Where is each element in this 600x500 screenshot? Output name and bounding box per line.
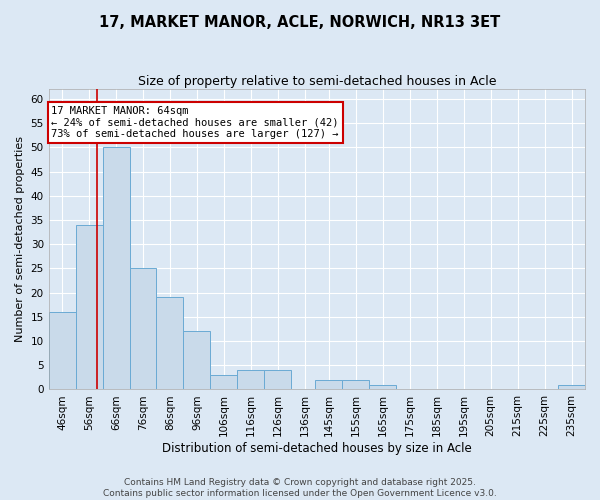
Bar: [370, 384, 397, 390]
Bar: [343, 380, 370, 390]
Bar: [238, 370, 264, 390]
Text: 17 MARKET MANOR: 64sqm
← 24% of semi-detached houses are smaller (42)
73% of sem: 17 MARKET MANOR: 64sqm ← 24% of semi-det…: [52, 106, 339, 140]
Bar: [103, 148, 130, 390]
Bar: [211, 375, 238, 390]
Bar: [558, 384, 585, 390]
Bar: [157, 298, 184, 390]
Text: Contains HM Land Registry data © Crown copyright and database right 2025.
Contai: Contains HM Land Registry data © Crown c…: [103, 478, 497, 498]
Bar: [264, 370, 291, 390]
Bar: [130, 268, 157, 390]
Y-axis label: Number of semi-detached properties: Number of semi-detached properties: [15, 136, 25, 342]
Bar: [184, 332, 211, 390]
Text: 17, MARKET MANOR, ACLE, NORWICH, NR13 3ET: 17, MARKET MANOR, ACLE, NORWICH, NR13 3E…: [100, 15, 500, 30]
Bar: [316, 380, 343, 390]
Title: Size of property relative to semi-detached houses in Acle: Size of property relative to semi-detach…: [137, 75, 496, 88]
Bar: [76, 225, 103, 390]
X-axis label: Distribution of semi-detached houses by size in Acle: Distribution of semi-detached houses by …: [162, 442, 472, 455]
Bar: [49, 312, 76, 390]
